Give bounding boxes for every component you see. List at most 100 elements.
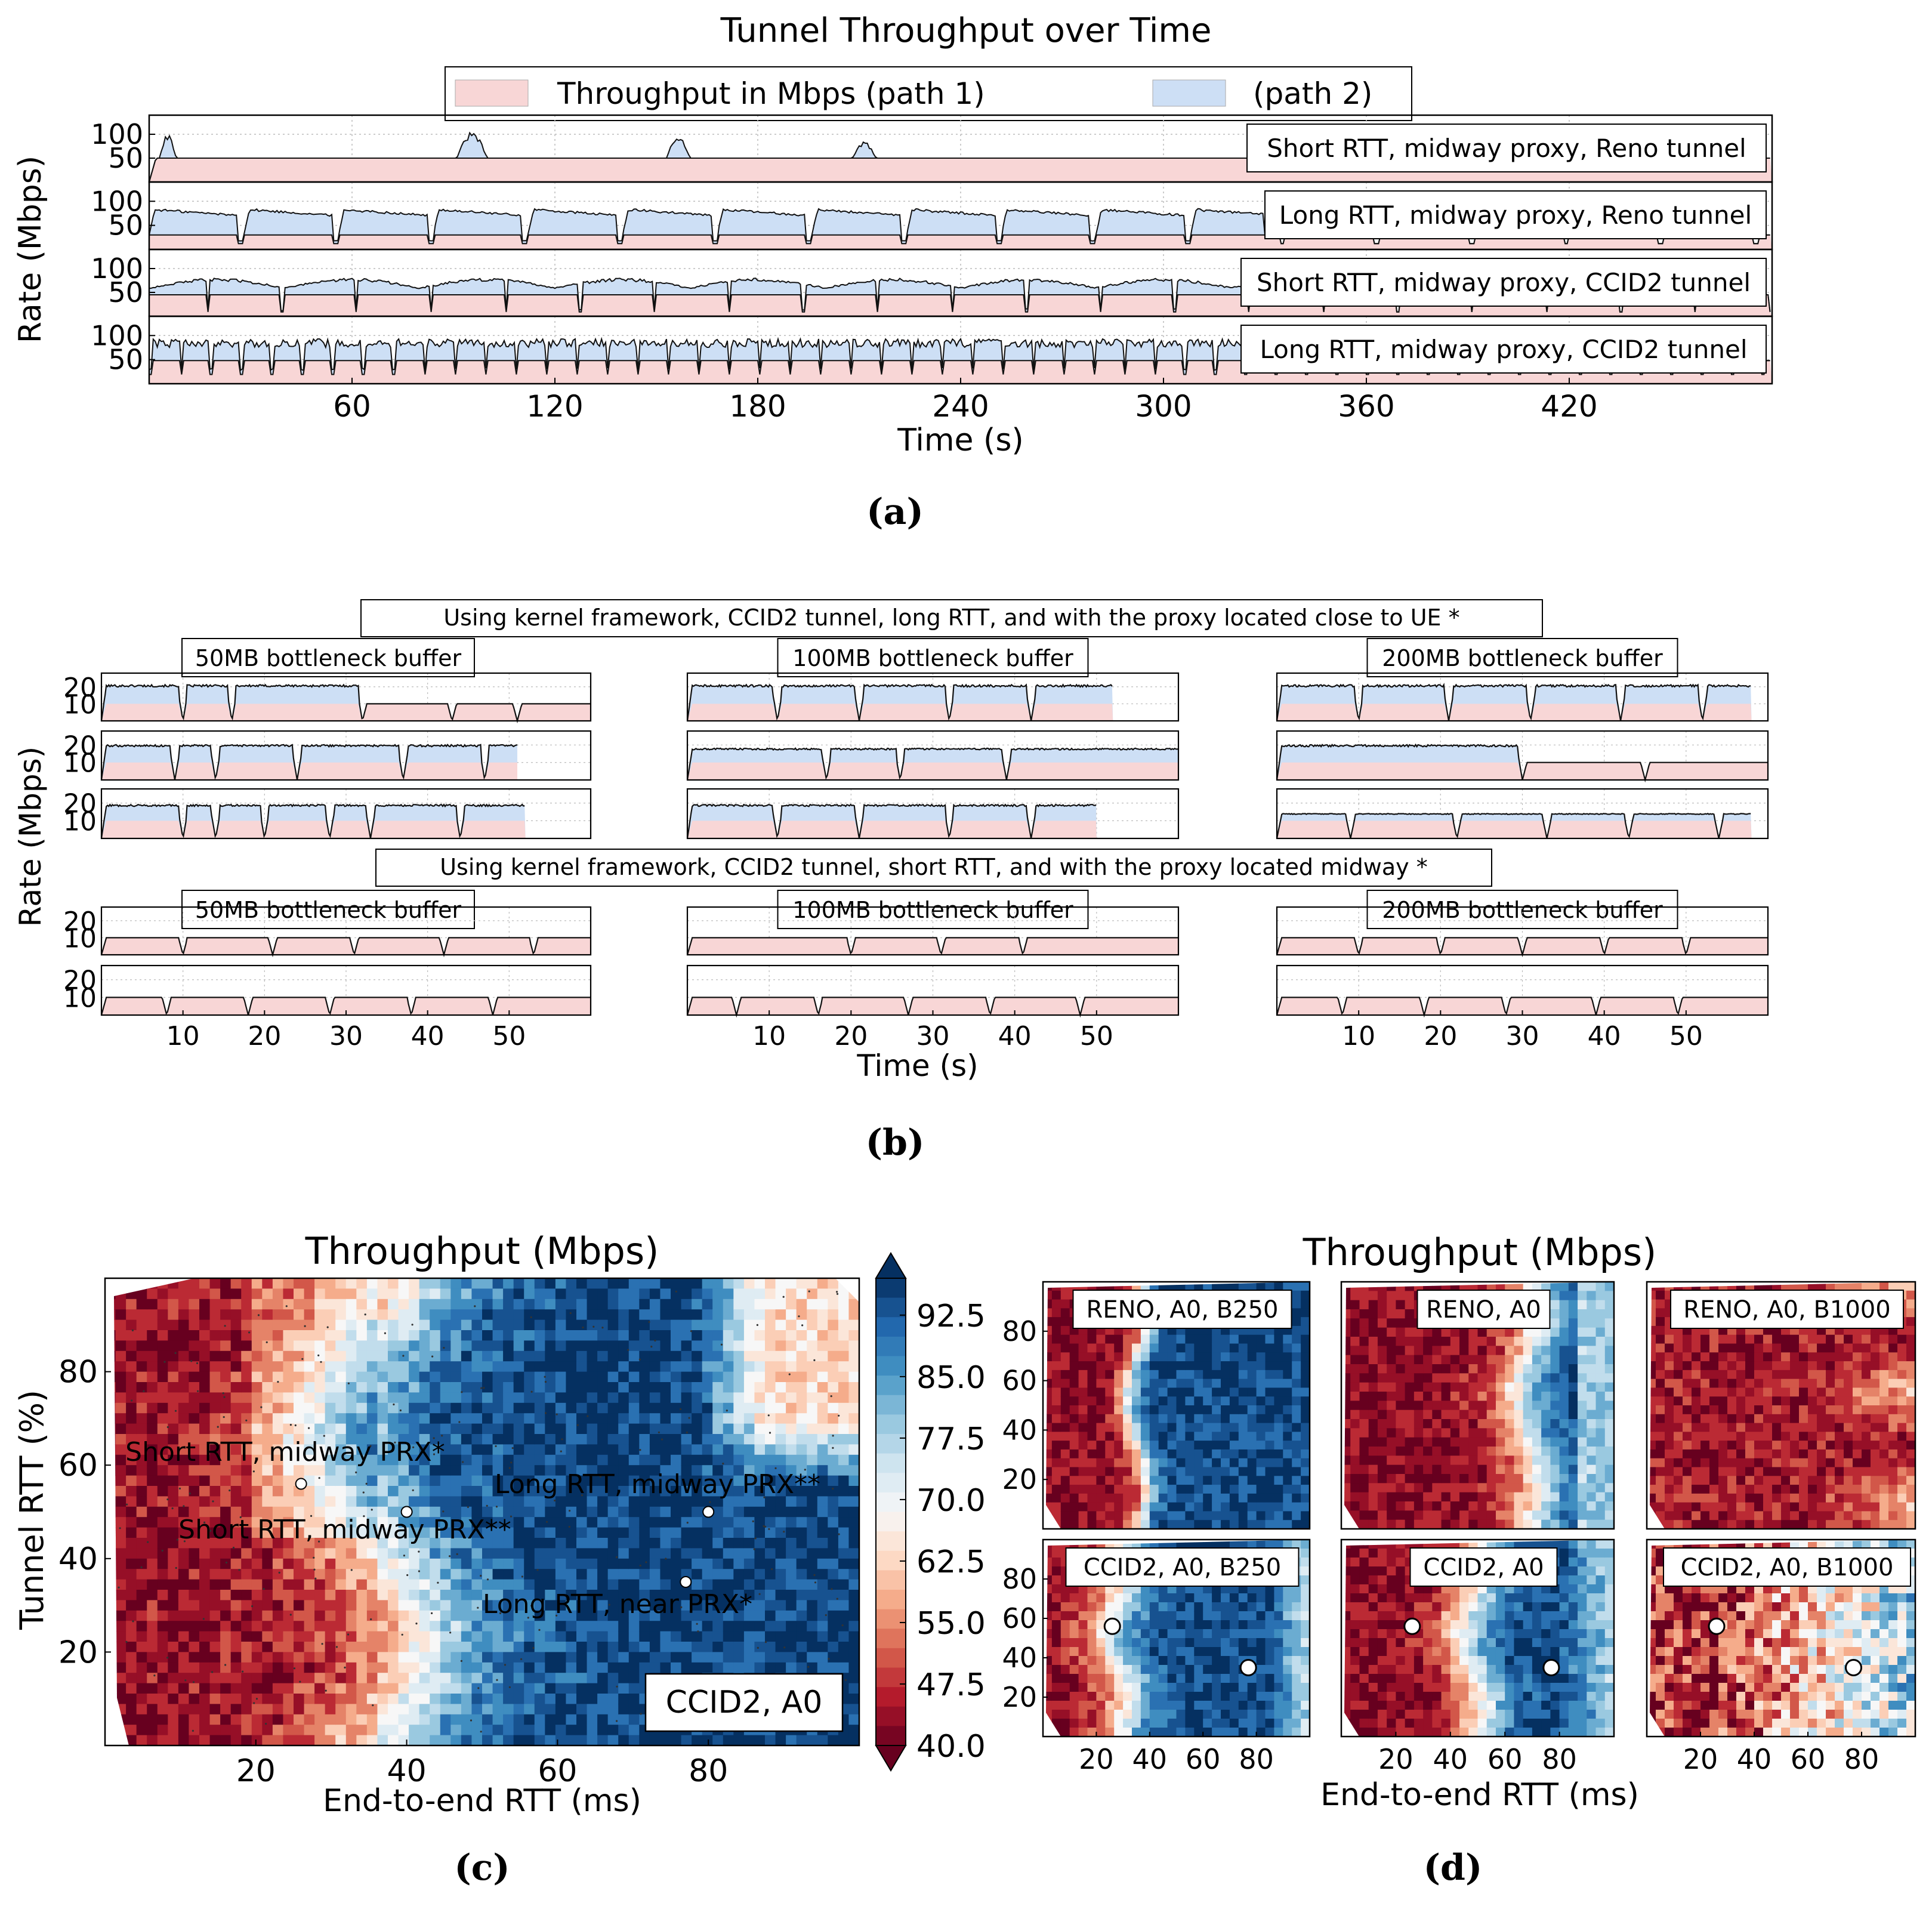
heatmap-cell [545,1402,556,1414]
heatmap-cell [660,1590,671,1600]
heatmap-cell [304,1392,315,1404]
heatmap-cell [294,1683,305,1694]
heatmap-cell [754,1590,766,1600]
heatmap-cell [1132,1485,1141,1494]
heatmap-cell [209,1714,221,1725]
heatmap-cell [1185,1502,1195,1512]
heatmap-cell [492,1735,504,1745]
heatmap-cell [314,1486,326,1497]
heatmap-cell [817,1558,828,1569]
heatmap-cell [230,1579,242,1590]
heatmap-cell [136,1714,147,1725]
heatmap-cell [126,1621,137,1632]
heatmap-cell [1265,1414,1274,1424]
heatmap-cell [178,1735,190,1745]
heatmap-cell [189,1288,200,1300]
heatmap-cell [230,1444,242,1455]
heatmap-cell [848,1631,859,1642]
heatmap-cell [743,1278,755,1289]
heatmap-cell [377,1278,388,1289]
heatmap-cell [251,1371,263,1383]
heatmap-cell [1132,1520,1141,1529]
heatmap-cell [817,1444,828,1455]
heatmap-cell [723,1371,734,1383]
heatmap-cell [587,1558,598,1569]
sample-point [764,1641,767,1643]
heatmap-cell [1283,1361,1292,1371]
heatmap-cell [681,1735,692,1745]
heatmap-cell [251,1590,263,1600]
heatmap-cell [304,1725,315,1736]
heatmap-cell [199,1330,211,1341]
heatmap-cell [1176,1493,1186,1503]
heatmap-cell [628,1444,640,1455]
heatmap-cell [503,1486,514,1497]
heatmap-cell [398,1486,409,1497]
heatmap-cell [1344,1428,1351,1438]
heatmap-cell [1368,1510,1378,1521]
sample-point [211,1671,214,1673]
heatmap-cell [377,1642,388,1652]
heatmap-cell [388,1694,399,1704]
heatmap-cell [1149,1414,1159,1424]
heatmap-cell [115,1319,126,1331]
heatmap-cell [1105,1493,1115,1503]
heatmap-cell [1221,1334,1230,1344]
heatmap-cell [283,1371,294,1383]
heatmap-cell [209,1361,221,1373]
heatmap-cell [743,1538,755,1549]
sample-point [753,1548,755,1550]
heatmap-cell [178,1371,190,1383]
heatmap-cell [1046,1317,1053,1327]
heatmap-cell [136,1694,147,1704]
heatmap-cell [1359,1401,1369,1411]
heatmap-cell [1194,1343,1203,1353]
heatmap-cell [534,1382,545,1393]
heatmap-cell [1132,1370,1141,1380]
heatmap-cell [345,1621,357,1632]
sample-point [722,1463,724,1465]
heatmap-cell [398,1382,409,1393]
heatmap-cell [765,1423,776,1435]
heatmap-cell [345,1506,357,1518]
heatmap-cell [115,1590,126,1600]
heatmap-cell [345,1371,357,1383]
heatmap-cell [147,1465,158,1476]
heatmap-cell [576,1486,588,1497]
heatmap-cell [251,1662,263,1673]
sample-point [418,1550,420,1553]
heatmap-cell [1051,1299,1061,1309]
heatmap-cell [114,1444,116,1455]
heatmap-cell [848,1309,859,1321]
heatmap-cell [325,1423,336,1435]
heatmap-cell [566,1683,577,1694]
heatmap-cell [828,1309,839,1321]
heatmap-cell [1203,1467,1212,1476]
heatmap-cell [272,1558,284,1569]
heatmap-cell [1238,1361,1248,1371]
heatmap-cell [115,1652,126,1663]
heatmap-cell [189,1621,200,1632]
sample-point [365,1482,368,1485]
heatmap-cell [482,1434,493,1445]
heatmap-cell [513,1299,524,1310]
heatmap-cell [524,1350,535,1362]
heatmap-cell [733,1434,745,1445]
heatmap-cell [398,1683,409,1694]
heatmap-cell [733,1465,745,1476]
heatmap-cell [1265,1378,1274,1389]
heatmap-cell [1221,1476,1230,1485]
heatmap-cell [272,1496,284,1507]
heatmap-cell [576,1569,588,1580]
heatmap-cell [566,1527,577,1538]
xtick-label: 300 [1135,389,1192,424]
heatmap-cell [524,1579,535,1590]
heatmap-cell [251,1506,263,1518]
heatmap-cell [189,1694,200,1704]
heatmap-cell [1256,1378,1266,1389]
heatmap-cell [335,1579,347,1590]
heatmap-cell [1096,1476,1106,1485]
heatmap-cell [230,1278,242,1289]
heatmap-cell [660,1278,671,1289]
heatmap-cell [1387,1282,1396,1291]
